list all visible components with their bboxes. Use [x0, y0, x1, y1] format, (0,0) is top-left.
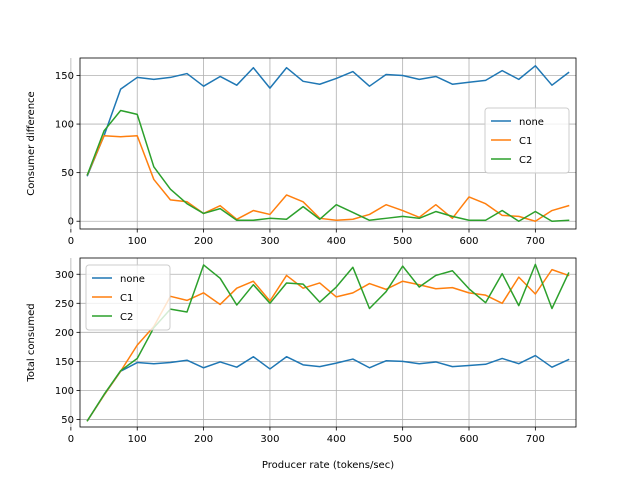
legend: none C1 C2: [484, 107, 570, 174]
x-tick-label: 0: [68, 434, 74, 445]
y-tick-label: 300: [55, 270, 74, 281]
x-tick-label: 0: [68, 236, 74, 247]
legend-label-c2: C2: [120, 312, 133, 323]
legend-label-c1: C1: [120, 293, 133, 304]
x-tick-label: 600: [459, 434, 478, 445]
y-tick-label: 100: [55, 120, 74, 131]
x-tick-label: 700: [526, 236, 545, 247]
y-tick-label: 0: [68, 217, 74, 228]
series-line-none: [86, 65, 570, 177]
legend-label-none: none: [519, 117, 544, 128]
series-line-none: [86, 354, 570, 422]
x-tick-label: 400: [327, 236, 346, 247]
x-tick-label: 200: [194, 434, 213, 445]
plot-frame: [79, 257, 577, 428]
x-tick-label: 600: [459, 236, 478, 247]
x-tick-label: 300: [260, 434, 279, 445]
legend-box: [484, 107, 570, 174]
legend-box: [85, 264, 171, 331]
chart-panel-1: 0 100 200 300 400 500 600 700 0 50 100 150 Consumer …: [26, 57, 577, 247]
y-axis-label: Consumer difference: [26, 91, 37, 195]
y-tick-label: 50: [61, 168, 74, 179]
x-tick-label: 500: [393, 236, 412, 247]
series-line-c2: [86, 109, 570, 222]
y-tick-label: 100: [55, 386, 74, 397]
chart-panel-2: 0 100 200 300 400 500 600 700 50 100 150 200 250 300 T…: [26, 257, 577, 471]
x-tick-label: 300: [260, 236, 279, 247]
y-tick-label: 50: [61, 415, 74, 426]
legend-label-c1: C1: [519, 136, 532, 147]
x-tick-label: 400: [327, 434, 346, 445]
legend: none C1 C2: [85, 264, 171, 331]
x-tick-label: 700: [526, 434, 545, 445]
y-tick-label: 250: [55, 299, 74, 310]
legend-label-c2: C2: [519, 155, 532, 166]
legend-label-none: none: [120, 274, 145, 285]
series-line-c1: [86, 134, 570, 222]
plot-frame: [79, 57, 577, 230]
x-tick-label: 200: [194, 236, 213, 247]
y-axis-label: Total consumed: [26, 303, 37, 382]
y-tick-label: 200: [55, 328, 74, 339]
y-tick-label: 150: [55, 357, 74, 368]
x-tick-label: 100: [128, 236, 147, 247]
x-tick-label: 100: [128, 434, 147, 445]
y-tick-label: 150: [55, 71, 74, 82]
x-tick-label: 500: [393, 434, 412, 445]
x-axis-label: Producer rate (tokens/sec): [262, 460, 394, 471]
